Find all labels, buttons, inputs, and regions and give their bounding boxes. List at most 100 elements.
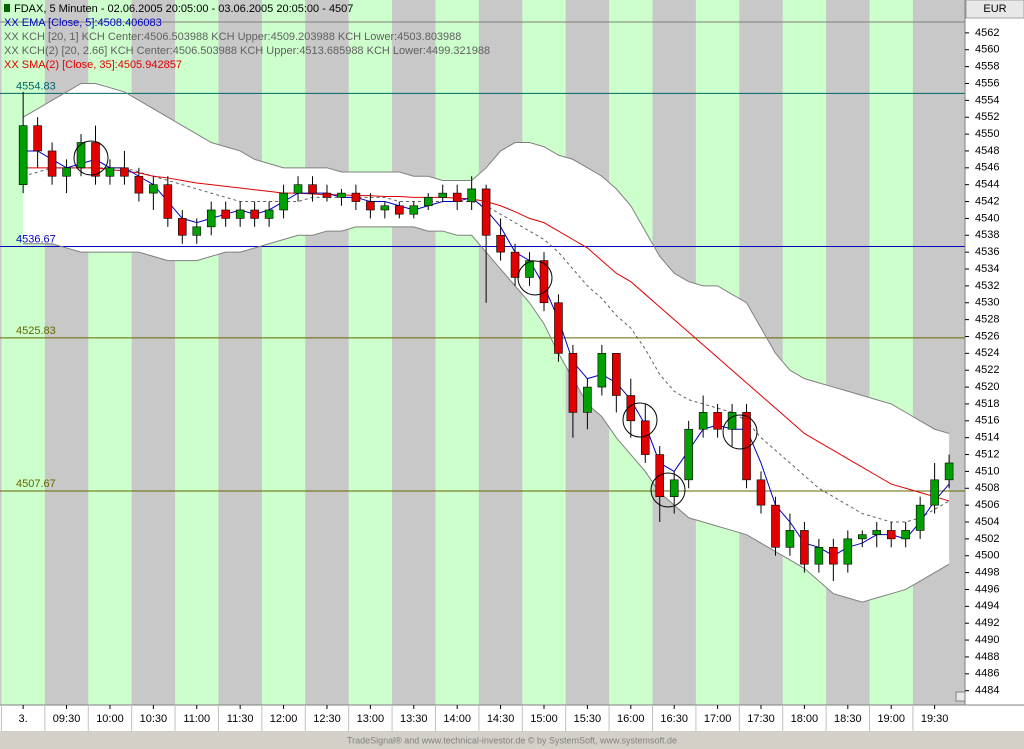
currency: EUR <box>983 3 1006 15</box>
y-tick-label: 4534 <box>975 263 999 275</box>
x-tick-label: 14:30 <box>487 713 515 725</box>
y-tick-label: 4492 <box>975 617 999 629</box>
y-tick-label: 4502 <box>975 533 999 545</box>
candle-body <box>583 386 592 413</box>
candle-body <box>250 209 259 219</box>
candle-body <box>727 412 737 430</box>
y-tick-label: 4490 <box>975 634 999 646</box>
y-tick-label: 4548 <box>975 145 999 157</box>
y-tick-label: 4558 <box>975 61 999 73</box>
y-tick-label: 4504 <box>975 516 999 528</box>
marker-circle <box>650 472 686 508</box>
x-tick-label: 17:00 <box>704 713 732 725</box>
y-tick-label: 4488 <box>975 651 999 663</box>
marker-circle <box>73 140 109 176</box>
candle-body <box>149 184 158 194</box>
candle-body <box>800 530 809 565</box>
candle-body <box>105 167 115 177</box>
candle-body <box>163 184 173 219</box>
y-tick-label: 4524 <box>975 347 999 359</box>
candle-body <box>62 167 71 177</box>
x-tick-label: 17:30 <box>747 713 775 725</box>
candle-body <box>91 142 100 177</box>
candle-body <box>308 184 317 194</box>
y-tick-label: 4498 <box>975 567 999 579</box>
x-tick-label: 19:30 <box>921 713 949 725</box>
y-tick-label: 4500 <box>975 550 999 562</box>
y-tick-label: 4544 <box>975 179 999 191</box>
candle-body <box>337 192 346 198</box>
candle-body <box>380 205 390 211</box>
candle-body <box>785 530 795 548</box>
candle-body <box>771 504 780 548</box>
candle-body <box>539 260 549 304</box>
y-tick-label: 4550 <box>975 128 999 140</box>
x-tick-label: 10:00 <box>96 713 124 725</box>
candle-body <box>366 201 375 211</box>
legend-entry: XX KCH [20, 1] KCH Center:4506.503988 KC… <box>4 31 461 43</box>
candle-body <box>221 209 230 219</box>
y-tick-label: 4540 <box>975 212 999 224</box>
footer: TradeSignal® and www.technical-investor.… <box>347 735 677 745</box>
y-tick-label: 4516 <box>975 415 999 427</box>
candle-body <box>33 125 42 152</box>
x-tick-label: 19:00 <box>877 713 905 725</box>
y-tick-label: 4520 <box>975 381 999 393</box>
level-label: 4507.67 <box>16 478 56 490</box>
y-tick-label: 4530 <box>975 297 999 309</box>
candle-body <box>554 302 563 354</box>
candle-body <box>438 192 447 198</box>
y-tick-label: 4518 <box>975 398 999 410</box>
candle-body <box>814 547 824 565</box>
level-label: 4554.83 <box>16 80 56 92</box>
candle-body <box>640 420 650 455</box>
candle-body <box>742 412 751 481</box>
y-tick-label: 4532 <box>975 280 999 292</box>
y-tick-label: 4484 <box>975 685 999 697</box>
candle-body <box>322 192 332 198</box>
candle-body <box>264 209 274 219</box>
candle-body <box>713 412 722 430</box>
legend-entry: XX SMA(2) [Close, 35]:4505.942857 <box>4 59 182 71</box>
candle-body <box>872 530 882 535</box>
y-tick-label: 4560 <box>975 44 999 56</box>
x-tick-label: 10:30 <box>140 713 168 725</box>
x-tick-label: 13:30 <box>400 713 428 725</box>
legend-icon <box>4 4 10 12</box>
background-stripe <box>435 0 479 705</box>
candle-body <box>756 479 766 506</box>
candle-body <box>612 353 621 396</box>
candle-body <box>76 142 86 169</box>
x-tick-label: 15:00 <box>530 713 558 725</box>
x-axis-panel <box>0 705 1024 731</box>
candle-body <box>510 251 520 278</box>
candle-body <box>930 479 939 506</box>
candle-body <box>829 547 838 565</box>
corner-button[interactable] <box>955 691 966 702</box>
y-tick-label: 4526 <box>975 330 999 342</box>
background-stripe <box>348 0 393 705</box>
candle-body <box>597 353 607 388</box>
x-tick-label: 09:30 <box>53 713 81 725</box>
candle-body <box>901 530 910 540</box>
annotations <box>73 140 758 508</box>
candle-body <box>858 534 867 540</box>
candle-body <box>351 192 361 202</box>
x-tick-label: 12:00 <box>270 713 298 725</box>
y-tick-label: 4494 <box>975 600 999 612</box>
candle-body <box>293 184 303 194</box>
level-label: 4536.67 <box>16 233 56 245</box>
candle-body <box>915 504 925 531</box>
x-tick-label: 16:00 <box>617 713 645 725</box>
y-tick-label: 4522 <box>975 364 999 376</box>
candle-body <box>192 226 202 236</box>
candle-body <box>206 209 216 228</box>
candle-body <box>409 205 419 215</box>
candle-body <box>843 538 853 565</box>
candle-body <box>481 188 491 236</box>
x-tick-label: 15:30 <box>574 713 602 725</box>
background-stripe <box>782 0 827 705</box>
y-tick-label: 4552 <box>975 111 999 123</box>
x-tick-label: 13:00 <box>357 713 385 725</box>
x-tick-label: 11:30 <box>227 713 254 725</box>
